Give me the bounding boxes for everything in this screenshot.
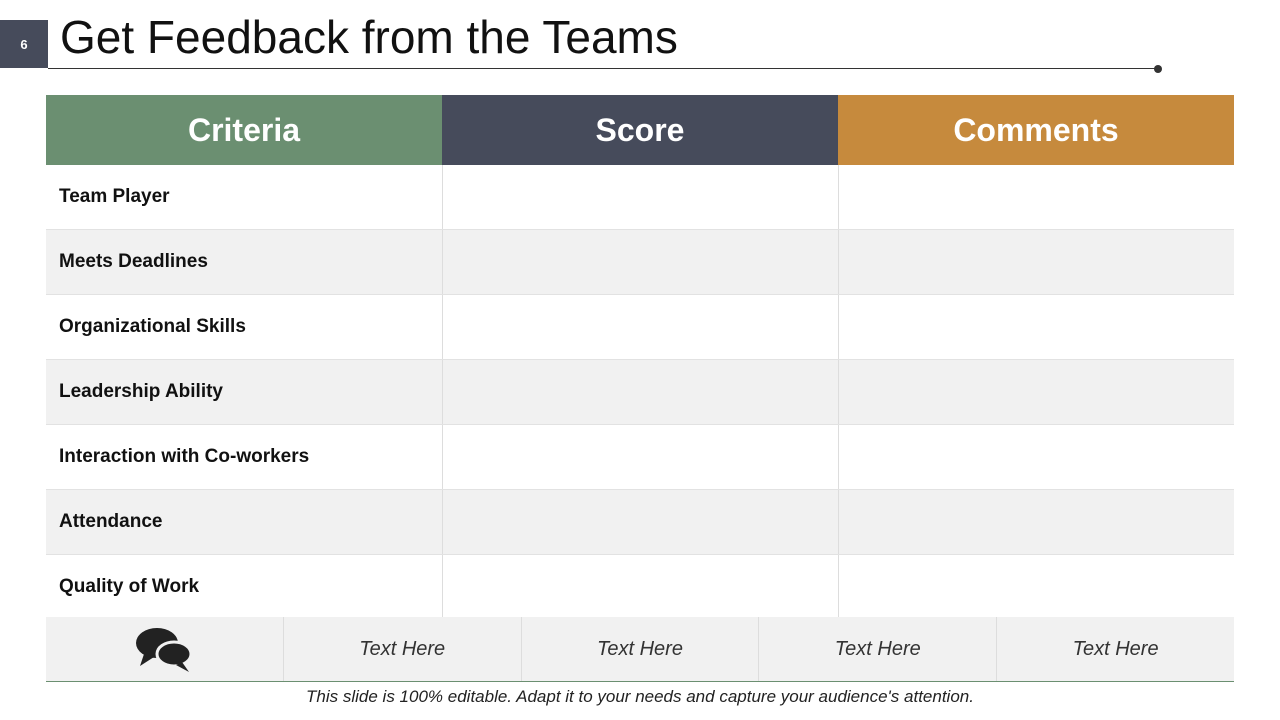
footer-cell: Text Here <box>996 617 1234 681</box>
empty-cell <box>442 554 839 620</box>
table-row: Attendance <box>46 489 1234 555</box>
table-row: Team Player <box>46 165 1234 230</box>
table-body: Team Player Meets Deadlines Organizational… <box>46 165 1234 620</box>
criteria-cell: Meets Deadlines <box>46 229 443 295</box>
empty-cell <box>442 424 839 490</box>
table-row: Leadership Ability <box>46 359 1234 425</box>
empty-cell <box>838 165 1234 230</box>
empty-cell <box>838 489 1234 555</box>
caption: This slide is 100% editable. Adapt it to… <box>306 687 974 706</box>
empty-cell <box>442 229 839 295</box>
chat-icon <box>46 617 283 681</box>
empty-cell <box>442 359 839 425</box>
rule <box>48 68 1158 69</box>
empty-cell <box>838 554 1234 620</box>
footer-cell: Text Here <box>282 617 521 681</box>
empty-cell <box>442 489 839 555</box>
empty-cell <box>442 294 839 360</box>
slide-number: 6 <box>0 20 48 68</box>
footer-row: Text Here Text Here Text Here Text Here <box>46 617 1234 682</box>
empty-cell <box>838 424 1234 490</box>
footer-cell: Text Here <box>758 617 996 681</box>
column-header: Comments <box>838 95 1234 165</box>
criteria-cell: Quality of Work <box>46 554 443 620</box>
criteria-cell: Interaction with Co-workers <box>46 424 443 490</box>
table-row: Meets Deadlines <box>46 229 1234 295</box>
table-row: Organizational Skills <box>46 294 1234 360</box>
empty-cell <box>838 229 1234 295</box>
feedback-table: Criteria Score Comments Team Player Meets D… <box>46 95 1234 620</box>
title: Get Feedback from the Teams <box>60 11 678 63</box>
empty-cell <box>838 359 1234 425</box>
empty-cell <box>442 165 839 230</box>
footer-cell: Text Here <box>520 617 759 681</box>
chat-icon-svg <box>136 628 193 672</box>
header-row: Criteria Score Comments <box>46 95 1234 165</box>
column-header: Score <box>442 95 838 165</box>
criteria-cell: Leadership Ability <box>46 359 443 425</box>
criteria-cell: Attendance <box>46 489 443 555</box>
criteria-cell: Organizational Skills <box>46 294 443 360</box>
rule-dot <box>1154 65 1162 73</box>
criteria-cell: Team Player <box>46 165 443 230</box>
table-row: Interaction with Co-workers <box>46 424 1234 490</box>
column-header: Criteria <box>46 95 442 165</box>
empty-cell <box>838 294 1234 360</box>
table-row: Quality of Work <box>46 554 1234 620</box>
